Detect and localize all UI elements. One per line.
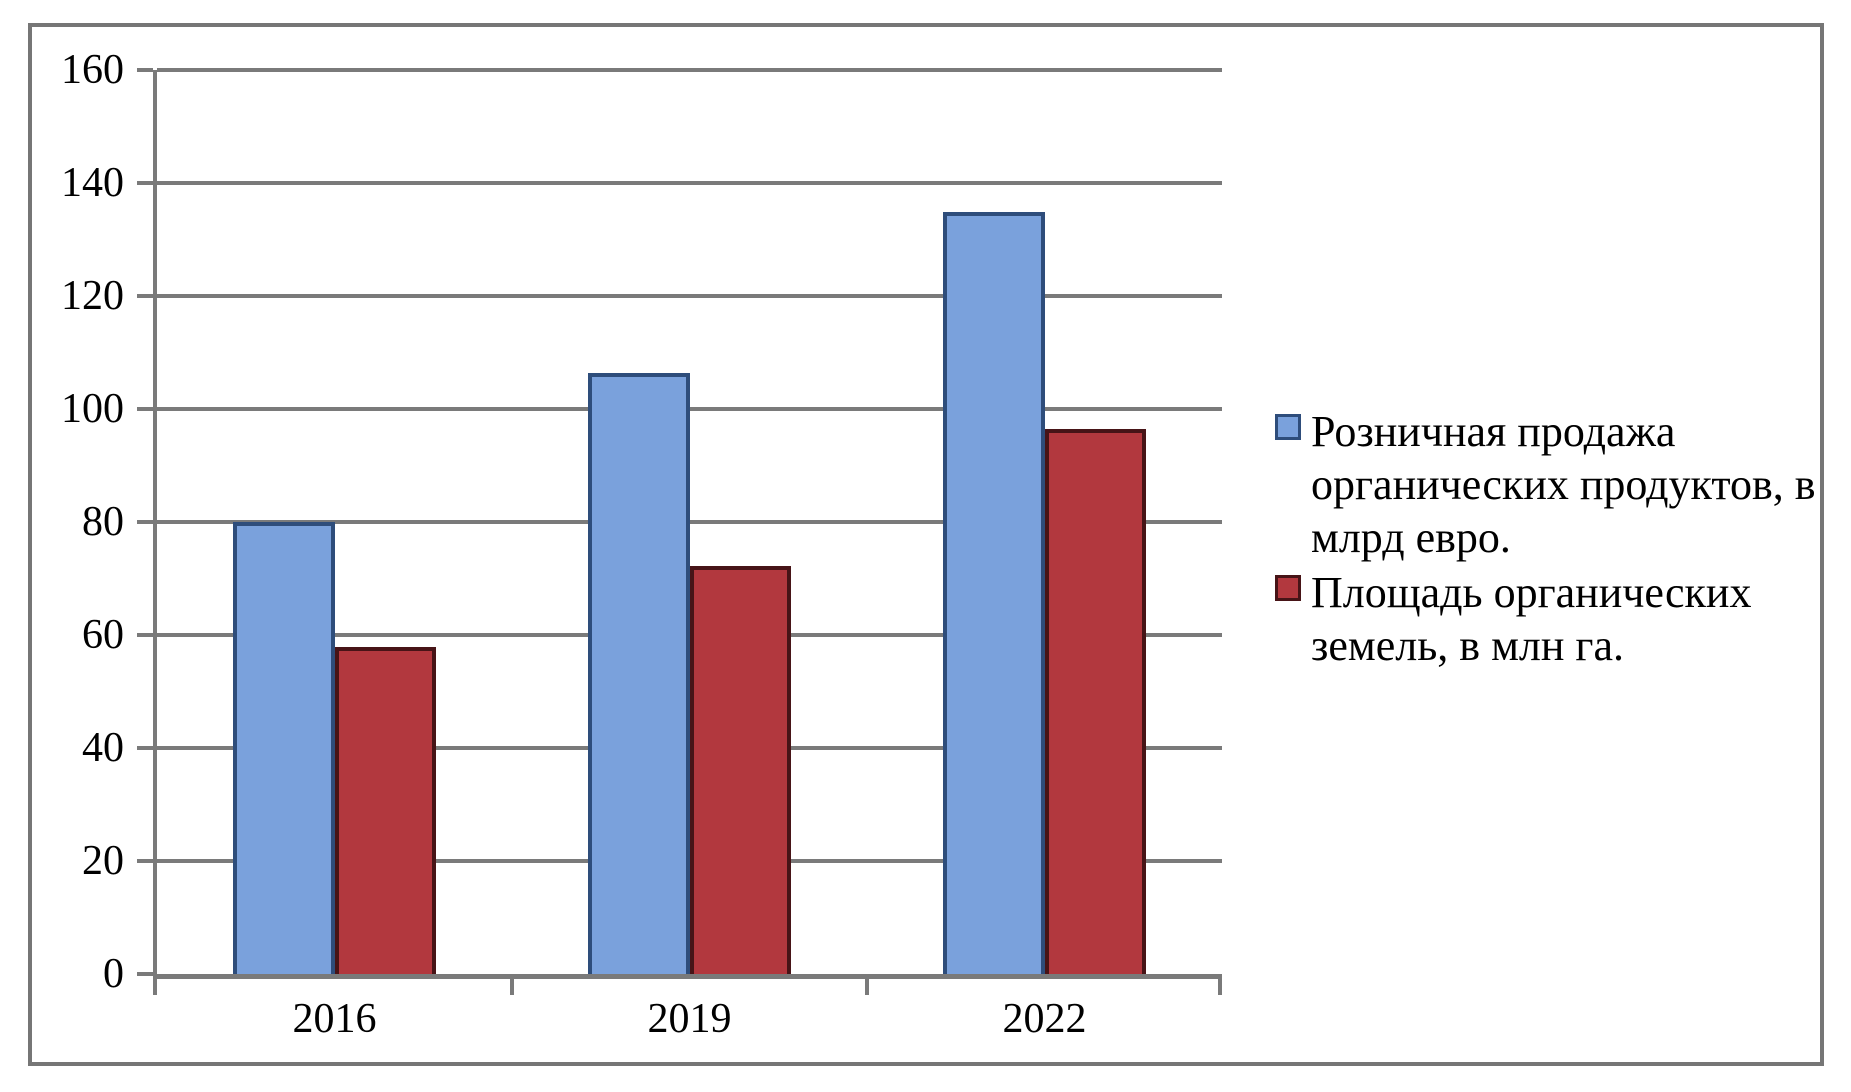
y-tick-label-80: 80 [82,499,124,545]
y-axis-tick-40 [137,746,153,750]
y-axis-tick-140 [137,181,153,185]
x-tick-label-2019: 2019 [647,996,732,1042]
x-tick-label-2022: 2022 [1002,996,1087,1042]
gridline-100 [157,407,1222,411]
x-axis-tick-1 [509,979,514,995]
y-axis-labels: 0 20 40 60 80 100 120 140 160 [32,47,144,997]
legend-swatch-icon [1275,414,1301,440]
category-group-2016 [157,70,512,974]
gridline-80 [157,520,1222,524]
y-axis-tick-0 [137,972,153,976]
legend-label: Площадь органических земель, в млн га. [1311,568,1752,670]
x-axis-tick-3 [1218,979,1222,995]
gridline-120 [157,294,1222,298]
y-tick-label-60: 60 [82,612,124,658]
y-tick-label-120: 120 [61,273,124,319]
y-axis-tick-120 [137,294,153,298]
bar-series1-2019 [587,372,690,974]
plot-area: 2016 2019 2022 [137,68,1222,1042]
y-axis-tick-60 [137,633,153,637]
chart-frame: 2016 2019 2022 0 20 40 60 80 100 120 140 160 Розни… [28,23,1824,1066]
legend-item-2: Площадь органических земель, в млн га. [1275,566,1835,672]
gridline-140 [157,181,1222,185]
y-axis-tick-100 [137,407,153,411]
x-axis-tick-0 [153,979,157,995]
legend-swatch-icon [1275,575,1301,601]
y-tick-label-0: 0 [103,951,124,997]
y-tick-label-40: 40 [82,725,124,771]
y-axis-tick-80 [137,520,153,524]
legend-item-1: Розничная продажа органических продуктов… [1275,405,1835,564]
legend-label: Розничная продажа органических продуктов… [1311,407,1816,562]
bar-series2-2019 [689,565,792,974]
y-axis-tick-160 [137,68,153,72]
y-tick-label-100: 100 [61,386,124,432]
gridline-160 [157,68,1222,72]
category-group-2022 [867,70,1222,974]
y-tick-label-160: 160 [61,47,124,93]
x-axis-tick-2 [864,979,869,995]
x-tick-label-2016: 2016 [292,996,377,1042]
legend: Розничная продажа органических продуктов… [1275,405,1835,674]
bar-series2-2016 [334,647,437,974]
y-tick-label-140: 140 [61,160,124,206]
y-tick-label-20: 20 [82,838,124,884]
bar-series1-2022 [942,212,1045,974]
bar-series1-2016 [232,522,335,974]
bar-series2-2022 [1044,429,1147,974]
y-axis-tick-20 [137,859,153,863]
category-group-2019 [512,70,867,974]
